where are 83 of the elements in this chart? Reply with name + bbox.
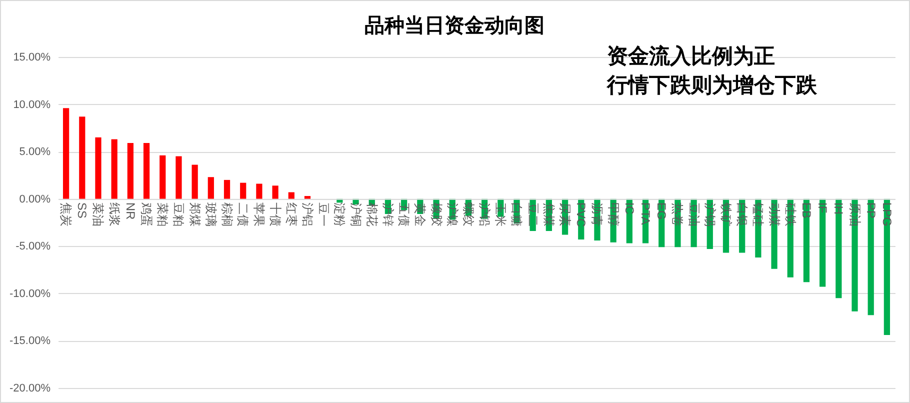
x-tick-label: 沪锡 [702,202,717,226]
y-tick-label: -20.00% [10,382,51,394]
y-tick-label: -15.00% [10,335,51,348]
bar [836,198,842,298]
bar [127,143,134,199]
x-tick-label: 淀粉 [332,202,347,226]
bar [304,196,311,199]
x-tick-label: EB [799,202,814,218]
x-tick-label: IF [816,202,830,214]
x-tick-label: 原油 [848,202,862,226]
x-tick-label: 鸡蛋 [140,201,154,226]
bar [79,116,86,199]
x-tick-label: 沪锌 [380,202,395,226]
chart-title: 品种当日资金动向图 [364,15,544,37]
y-tick-label: 5.00% [19,146,51,158]
x-tick-label: 黄金 [413,202,428,226]
x-tick-label: 沪铜 [348,202,363,226]
x-tick-label: 郑煤 [188,202,202,226]
bar [868,198,874,316]
x-tick-label: 五债 [397,202,412,226]
x-tick-label: 尿素 [558,202,572,226]
bar [240,182,246,199]
x-tick-label: 沪铝 [300,202,314,226]
x-tick-label: 十债 [268,202,282,226]
x-tick-label: PTA [638,202,653,225]
x-tick-label: 玻璃 [204,202,218,226]
x-tick-label: 豆一 [316,202,331,226]
bar [62,108,70,199]
y-tick-label: 0.00% [19,193,51,206]
x-tick-label: 苹果 [252,202,266,226]
x-tick-label: 甲醇 [606,202,620,226]
x-tick-label: 螺纹 [461,202,476,226]
x-tick-label: IC [622,202,636,215]
bar [95,137,102,199]
x-tick-label: 豆油 [686,202,701,226]
x-tick-label: 白糖 [510,202,524,226]
y-tick-label: 10.00% [13,98,51,111]
bar [256,184,262,199]
bar [288,192,294,199]
x-tick-label: LPG [880,202,894,226]
bar [160,155,166,199]
x-tick-label: 玉米 [494,202,508,226]
x-tick-label: 菜油 [91,202,106,226]
x-tick-label: SS [75,202,90,218]
bar [143,143,150,199]
bar [820,198,826,287]
x-tick-label: IH [832,202,846,214]
y-tick-label: -5.00% [16,240,51,253]
x-tick-label: 菜粕 [156,202,170,226]
y-tick-label: 15.00% [13,52,51,64]
x-tick-label: 热卷 [670,202,685,226]
x-tick-label: 橡胶 [429,202,444,226]
x-tick-label: PVC [574,202,588,228]
x-tick-label: 锰硅 [751,201,766,226]
x-tick-label: PP [864,202,878,218]
x-tick-label: 豆二 [526,202,540,226]
x-tick-label: NR [123,202,138,220]
x-tick-label: 豆粕 [172,202,186,226]
x-tick-label: 沥青 [590,202,604,226]
bar [208,177,214,199]
bar [176,156,182,199]
x-tick-label: 焦煤 [542,202,556,226]
x-tick-label: EG [654,202,669,220]
bar [884,198,890,336]
x-tick-label: 沪镍 [445,202,460,226]
x-tick-label: 铁矿 [718,201,733,226]
x-tick-label: 硅铁 [783,201,798,226]
x-tick-label: 焦炭 [59,202,74,226]
x-tick-label: 白银 [735,202,750,226]
x-tick-label: 沪铅 [478,202,492,226]
x-tick-label: 红枣 [284,202,298,226]
bar [272,186,278,199]
x-tick-label: 棉花 [364,202,379,226]
x-tick-label: 棕榈 [220,202,234,226]
bar [192,164,198,199]
annotation: 行情下跌则为增仓下跌 [607,73,817,97]
annotation: 资金流入比例为正 [607,44,775,68]
x-tick-label: 二债 [236,202,250,226]
bar [224,180,230,199]
x-tick-label: 动煤 [767,202,782,226]
x-tick-label: 纸浆 [107,202,122,226]
y-tick-label: -10.00% [10,288,51,300]
bar [111,139,118,199]
